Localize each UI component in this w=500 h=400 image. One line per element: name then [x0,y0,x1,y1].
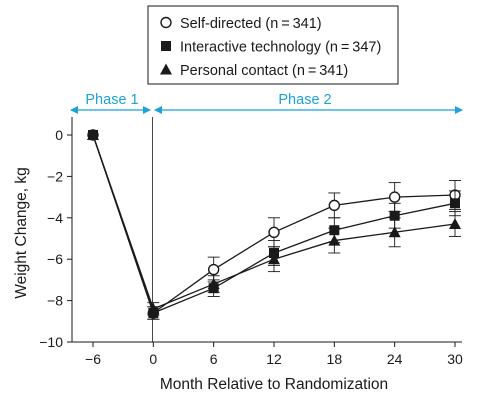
phase-1-label: Phase 1 [85,92,138,108]
legend: Self-directed (n = 341) Interactive techn… [147,5,399,85]
data-point [388,191,401,203]
data-point [449,218,461,230]
x-tick-label: 12 [266,351,282,367]
legend-label: Self-directed (n = 341) [180,16,322,32]
x-tick-label: 18 [327,351,343,367]
series-group [87,129,461,320]
data-point [389,210,400,221]
data-point [147,302,160,314]
x-tick-label: 6 [210,351,218,367]
y-tick-label: −8 [47,293,63,309]
legend-label: Interactive technology (n = 347) [180,40,381,56]
series-group [88,130,461,320]
data-point [268,253,280,265]
y-tick-label: −2 [47,168,63,184]
y-axis-title: Weight Change, kg [13,167,30,299]
data-point [207,263,220,276]
data-point [207,278,220,290]
legend-marker [160,63,172,75]
x-tick-label: 0 [149,351,157,367]
y-tick-label: −4 [47,210,63,226]
y-tick-label: −10 [39,334,63,350]
data-point [268,226,280,238]
data-point [87,129,99,140]
axes: 0 −2 −4 −6 −8 −10 −6 0 6 12 18 24 30 Month Relative… [13,117,463,393]
series-layer [87,129,461,320]
y-tick-label: −6 [47,251,63,267]
series-group [87,129,461,316]
phase-annotations: Phase 1 Phase 2 [70,92,463,114]
legend-box [147,5,399,85]
legend-label: Personal contact (n = 341) [180,63,348,79]
data-point [450,198,460,209]
data-point [328,199,341,212]
phase-2-label: Phase 2 [278,92,331,108]
data-point [388,226,401,238]
legend-marker [160,16,172,29]
x-axis-title: Month Relative to Randomization [160,376,388,393]
x-tick-label: −6 [85,351,101,367]
y-tick-label: 0 [55,127,63,143]
data-point [328,234,341,246]
x-tick-label: 30 [447,351,463,367]
x-tick-label: 24 [387,351,403,367]
legend-marker [161,41,171,51]
